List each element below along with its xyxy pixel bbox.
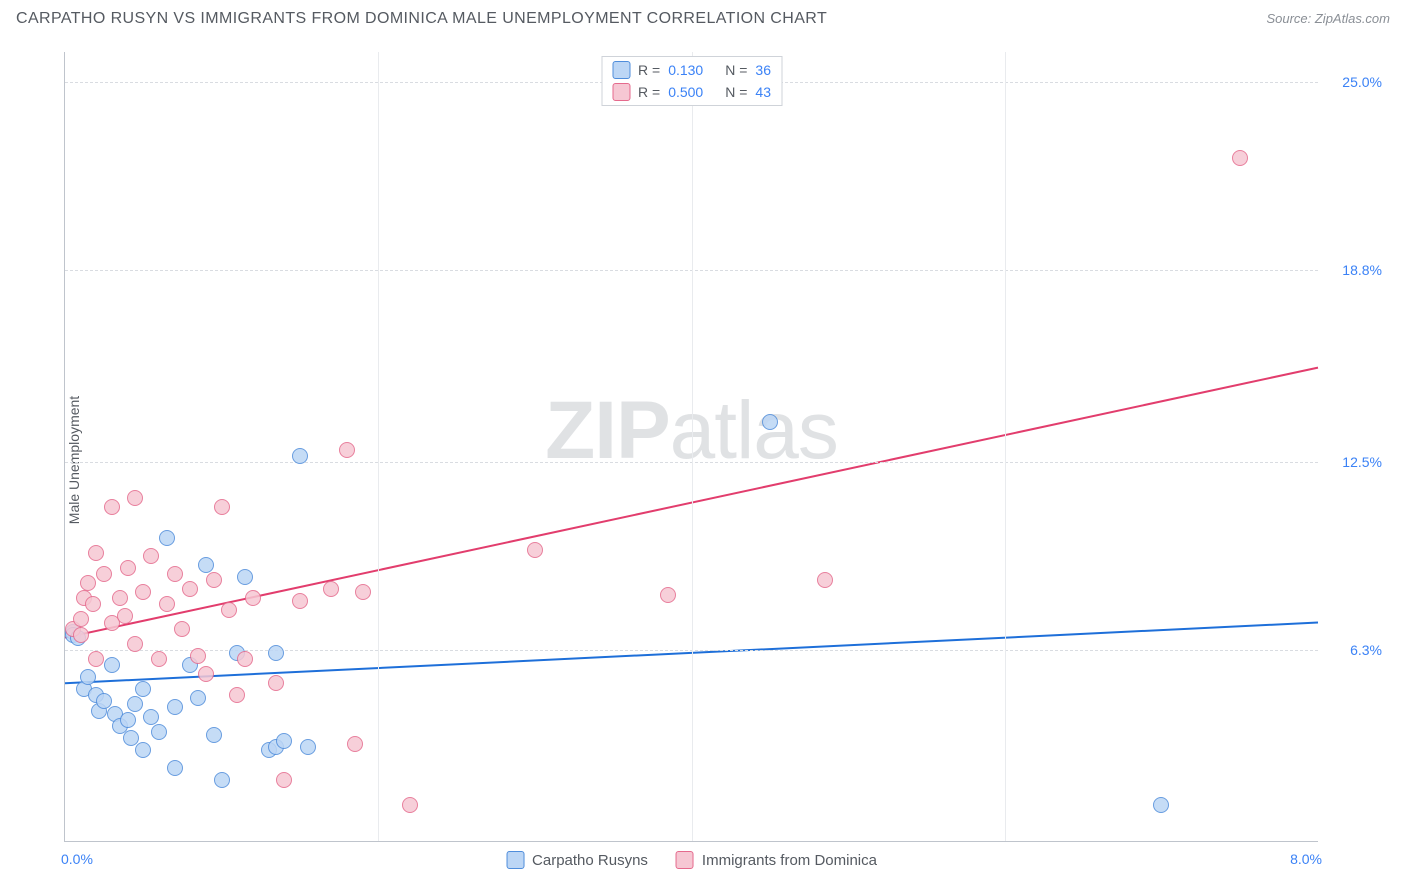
legend-stats-row-0: R = 0.130 N = 36 bbox=[612, 59, 771, 81]
scatter-point bbox=[268, 645, 284, 661]
scatter-point bbox=[174, 621, 190, 637]
scatter-point bbox=[300, 739, 316, 755]
x-tick-left: 0.0% bbox=[61, 851, 93, 867]
scatter-point bbox=[229, 687, 245, 703]
scatter-point bbox=[80, 575, 96, 591]
scatter-point bbox=[88, 651, 104, 667]
scatter-point bbox=[120, 560, 136, 576]
scatter-point bbox=[127, 490, 143, 506]
x-gridline bbox=[692, 52, 693, 841]
scatter-point bbox=[167, 699, 183, 715]
scatter-point bbox=[660, 587, 676, 603]
scatter-point bbox=[159, 596, 175, 612]
scatter-point bbox=[73, 611, 89, 627]
scatter-point bbox=[292, 593, 308, 609]
x-gridline bbox=[1005, 52, 1006, 841]
scatter-point bbox=[151, 724, 167, 740]
scatter-point bbox=[127, 636, 143, 652]
chart-source: Source: ZipAtlas.com bbox=[1266, 11, 1390, 26]
scatter-point bbox=[123, 730, 139, 746]
legend-stats: R = 0.130 N = 36 R = 0.500 N = 43 bbox=[601, 56, 782, 106]
y-tick-label: 25.0% bbox=[1342, 74, 1382, 90]
scatter-point bbox=[190, 690, 206, 706]
scatter-point bbox=[143, 548, 159, 564]
scatter-point bbox=[120, 712, 136, 728]
legend-bottom-item-0: Carpatho Rusyns bbox=[506, 851, 648, 869]
legend-swatch-1 bbox=[612, 83, 630, 101]
scatter-point bbox=[214, 499, 230, 515]
scatter-point bbox=[143, 709, 159, 725]
chart-header: CARPATHO RUSYN VS IMMIGRANTS FROM DOMINI… bbox=[0, 0, 1406, 34]
scatter-point bbox=[198, 666, 214, 682]
y-tick-label: 6.3% bbox=[1350, 642, 1382, 658]
scatter-point bbox=[135, 584, 151, 600]
scatter-point bbox=[221, 602, 237, 618]
scatter-point bbox=[80, 669, 96, 685]
scatter-point bbox=[112, 590, 128, 606]
scatter-point bbox=[85, 596, 101, 612]
scatter-point bbox=[355, 584, 371, 600]
scatter-point bbox=[127, 696, 143, 712]
scatter-point bbox=[817, 572, 833, 588]
scatter-point bbox=[276, 733, 292, 749]
scatter-point bbox=[762, 414, 778, 430]
chart-title: CARPATHO RUSYN VS IMMIGRANTS FROM DOMINI… bbox=[16, 10, 827, 28]
scatter-point bbox=[190, 648, 206, 664]
scatter-point bbox=[339, 442, 355, 458]
legend-bottom-label-1: Immigrants from Dominica bbox=[702, 852, 877, 869]
scatter-point bbox=[151, 651, 167, 667]
legend-stats-row-1: R = 0.500 N = 43 bbox=[612, 81, 771, 103]
legend-bottom: Carpatho Rusyns Immigrants from Dominica bbox=[506, 851, 877, 869]
scatter-point bbox=[268, 675, 284, 691]
legend-bottom-item-1: Immigrants from Dominica bbox=[676, 851, 877, 869]
scatter-point bbox=[159, 530, 175, 546]
y-tick-label: 12.5% bbox=[1342, 454, 1382, 470]
scatter-point bbox=[96, 566, 112, 582]
scatter-point bbox=[1232, 150, 1248, 166]
y-tick-label: 18.8% bbox=[1342, 262, 1382, 278]
scatter-point bbox=[198, 557, 214, 573]
x-gridline bbox=[378, 52, 379, 841]
scatter-point bbox=[104, 499, 120, 515]
scatter-point bbox=[167, 760, 183, 776]
chart-outer: Male Unemployment ZIPatlas R = 0.130 N =… bbox=[16, 44, 1390, 876]
scatter-point bbox=[135, 742, 151, 758]
scatter-point bbox=[167, 566, 183, 582]
scatter-point bbox=[104, 657, 120, 673]
scatter-point bbox=[1153, 797, 1169, 813]
scatter-point bbox=[182, 581, 198, 597]
scatter-point bbox=[245, 590, 261, 606]
scatter-point bbox=[276, 772, 292, 788]
legend-bottom-label-0: Carpatho Rusyns bbox=[532, 852, 648, 869]
scatter-point bbox=[117, 608, 133, 624]
scatter-point bbox=[88, 545, 104, 561]
scatter-point bbox=[206, 727, 222, 743]
legend-swatch-0 bbox=[612, 61, 630, 79]
plot-area: ZIPatlas R = 0.130 N = 36 R = 0.500 N = … bbox=[64, 52, 1318, 842]
scatter-point bbox=[347, 736, 363, 752]
scatter-point bbox=[237, 651, 253, 667]
scatter-point bbox=[206, 572, 222, 588]
scatter-point bbox=[402, 797, 418, 813]
scatter-point bbox=[323, 581, 339, 597]
scatter-point bbox=[237, 569, 253, 585]
scatter-point bbox=[527, 542, 543, 558]
scatter-point bbox=[292, 448, 308, 464]
x-tick-right: 8.0% bbox=[1290, 851, 1322, 867]
scatter-point bbox=[73, 627, 89, 643]
legend-bottom-swatch-1 bbox=[676, 851, 694, 869]
scatter-point bbox=[214, 772, 230, 788]
legend-bottom-swatch-0 bbox=[506, 851, 524, 869]
scatter-point bbox=[135, 681, 151, 697]
